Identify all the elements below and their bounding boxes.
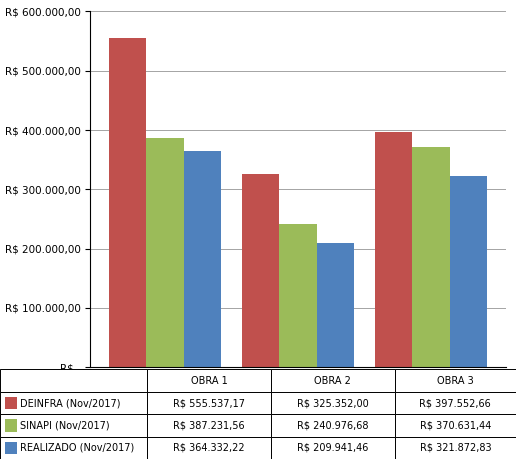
Text: REALIZADO (Nov/2017): REALIZADO (Nov/2017) bbox=[20, 443, 134, 453]
Bar bbox=[147, 138, 184, 367]
Bar bbox=[184, 151, 221, 367]
Text: SINAPI (Nov/2017): SINAPI (Nov/2017) bbox=[20, 420, 110, 431]
Bar bbox=[279, 224, 317, 367]
Text: R$ 555.537,17: R$ 555.537,17 bbox=[173, 398, 245, 408]
Bar bbox=[449, 176, 487, 367]
Bar bbox=[242, 174, 279, 367]
Text: OBRA 3: OBRA 3 bbox=[437, 375, 474, 386]
Text: R$ 240.976,68: R$ 240.976,68 bbox=[297, 420, 368, 431]
Text: DEINFRA (Nov/2017): DEINFRA (Nov/2017) bbox=[20, 398, 121, 408]
Text: R$ 209.941,46: R$ 209.941,46 bbox=[297, 443, 368, 453]
Text: OBRA 1: OBRA 1 bbox=[190, 375, 228, 386]
Bar bbox=[375, 131, 412, 367]
Text: R$ 370.631,44: R$ 370.631,44 bbox=[420, 420, 491, 431]
Text: R$ 364.332,22: R$ 364.332,22 bbox=[173, 443, 245, 453]
Bar bbox=[412, 147, 449, 367]
Bar bbox=[109, 38, 147, 367]
Bar bbox=[317, 243, 354, 367]
Text: OBRA 2: OBRA 2 bbox=[314, 375, 351, 386]
Text: R$ 397.552,66: R$ 397.552,66 bbox=[420, 398, 491, 408]
Text: R$ 321.872,83: R$ 321.872,83 bbox=[420, 443, 491, 453]
Text: R$ 387.231,56: R$ 387.231,56 bbox=[173, 420, 245, 431]
Text: R$ 325.352,00: R$ 325.352,00 bbox=[297, 398, 369, 408]
